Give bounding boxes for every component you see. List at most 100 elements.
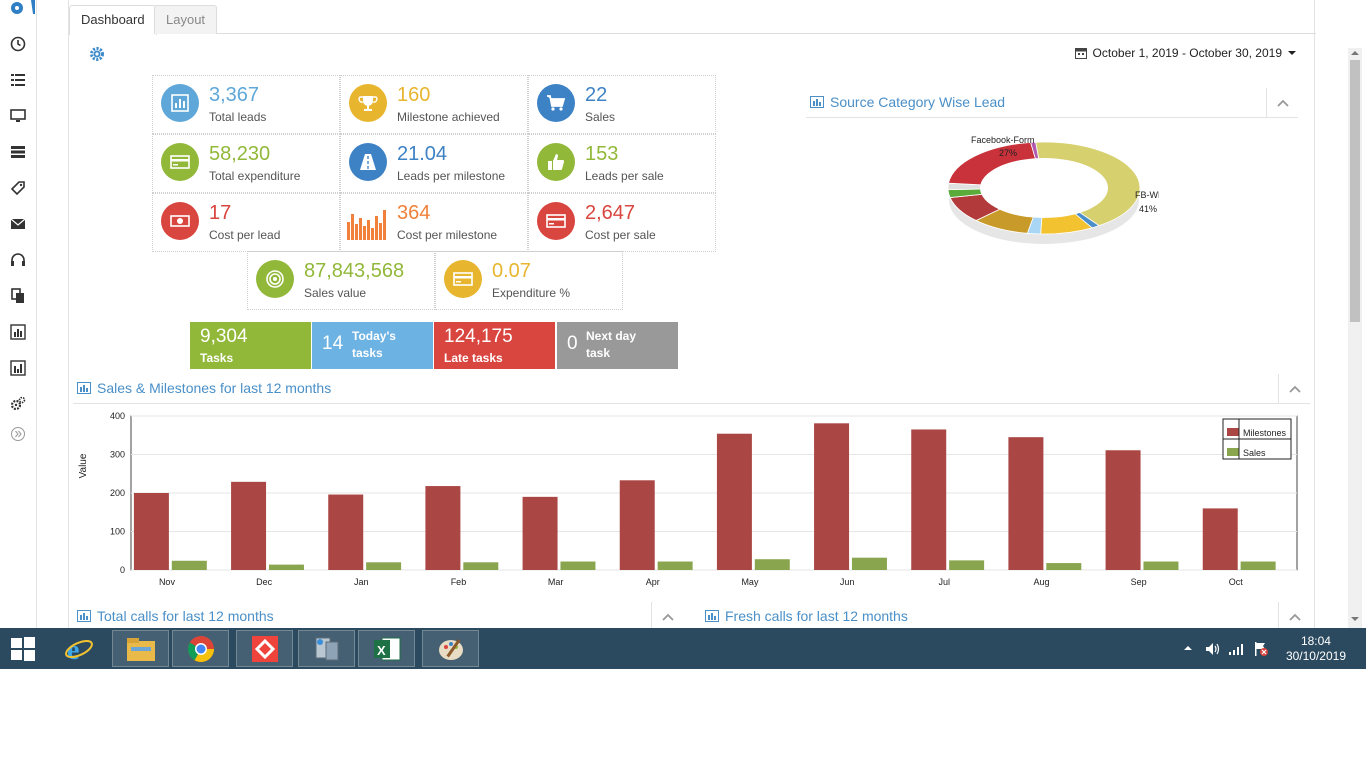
system-clock[interactable]: 18:04 30/10/2019	[1286, 634, 1346, 664]
bar-milestones-jan[interactable]	[328, 494, 364, 570]
scroll-up-icon[interactable]	[1351, 50, 1359, 56]
stat-total-expenditure: 58,230 Total expenditure	[152, 134, 340, 193]
chart-icon	[705, 610, 719, 622]
clock-icon[interactable]	[8, 34, 28, 54]
windows-start-icon[interactable]	[0, 630, 46, 667]
chrome-icon[interactable]	[172, 630, 229, 667]
bar-sales-apr[interactable]	[657, 561, 693, 570]
network-tool-icon[interactable]	[298, 630, 355, 667]
show-hidden-icons-icon[interactable]	[1184, 640, 1192, 654]
action-center-flag-icon[interactable]	[1253, 641, 1269, 660]
stat-label: Sales value	[304, 286, 367, 300]
excel-icon[interactable]: X	[358, 630, 415, 667]
file-explorer-icon[interactable]	[112, 630, 169, 667]
tab-layout[interactable]: Layout	[154, 5, 218, 34]
expand-sidebar-icon[interactable]	[8, 424, 28, 444]
y-tick-label: 300	[110, 450, 125, 460]
bar-milestones-sep[interactable]	[1105, 450, 1141, 570]
tag-icon[interactable]	[8, 178, 28, 198]
card-icon	[537, 202, 575, 240]
documents-icon[interactable]	[8, 286, 28, 306]
date-range-picker[interactable]: October 1, 2019 - October 30, 2019	[1074, 46, 1296, 60]
stat-label: Total expenditure	[209, 169, 301, 183]
late-tasks-count: 124,175	[444, 326, 513, 347]
collapse-sales-milestones-button[interactable]	[1278, 374, 1310, 404]
bar-milestones-oct[interactable]	[1202, 508, 1238, 570]
y-tick-label: 0	[120, 565, 125, 575]
x-tick-label: Dec	[256, 577, 273, 587]
todays-tasks-label: Today's tasks	[352, 329, 396, 360]
collapse-fresh-calls-button[interactable]	[1278, 602, 1310, 632]
analytics-chart-icon[interactable]	[8, 358, 28, 378]
bar-sales-aug[interactable]	[1046, 563, 1082, 570]
bar-sales-jan[interactable]	[366, 562, 402, 570]
list-icon[interactable]	[8, 70, 28, 90]
road-icon	[349, 143, 387, 181]
bar-milestones-may[interactable]	[716, 433, 752, 570]
dashboard-icon[interactable]	[7, 0, 35, 14]
collapse-total-calls-button[interactable]	[651, 602, 683, 632]
monitor-icon[interactable]	[8, 106, 28, 126]
tasks-count: 9,304	[200, 326, 248, 347]
anydesk-icon[interactable]	[236, 630, 293, 667]
bar-sales-may[interactable]	[754, 559, 790, 570]
bar-milestones-nov[interactable]	[133, 493, 169, 570]
tasks-box[interactable]: 9,304 Tasks	[190, 322, 311, 369]
sales-milestones-bar-chart: Nov Dec Jan Feb Mar Apr May Jun Jul Aug Sep Oct 0 10…	[78, 411, 1298, 587]
chart-icon	[77, 610, 91, 622]
internet-explorer-icon[interactable]: e	[50, 630, 107, 667]
scroll-down-icon[interactable]	[1351, 616, 1359, 622]
next-day-task-box[interactable]: 0 Next day task	[557, 322, 678, 369]
bar-sales-oct[interactable]	[1240, 561, 1276, 570]
bar-milestones-dec[interactable]	[231, 481, 267, 570]
network-signal-icon[interactable]	[1229, 643, 1245, 658]
bar-sales-jul[interactable]	[949, 560, 985, 570]
next-day-task-count: 0	[567, 333, 578, 354]
bar-milestones-jun[interactable]	[814, 423, 850, 570]
chevron-up-icon	[1288, 385, 1301, 393]
scrollbar-thumb[interactable]	[1350, 60, 1360, 322]
x-tick-label: Jan	[354, 577, 369, 587]
stat-value: 21.04	[397, 143, 448, 165]
late-tasks-box[interactable]: 124,175 Late tasks	[434, 322, 555, 369]
todays-tasks-box[interactable]: 14 Today's tasks	[312, 322, 433, 369]
x-tick-label: Apr	[646, 577, 660, 587]
paint-icon[interactable]	[422, 630, 479, 667]
stat-label: Total leads	[209, 110, 267, 124]
stat-label: Cost per milestone	[397, 228, 498, 242]
bar-milestones-mar[interactable]	[522, 496, 558, 570]
x-tick-label: Nov	[159, 577, 176, 587]
tab-dashboard[interactable]: Dashboard	[69, 5, 157, 35]
volume-icon[interactable]	[1205, 642, 1221, 659]
table-icon[interactable]	[8, 142, 28, 162]
chevron-up-icon	[661, 613, 674, 621]
bar-milestones-feb[interactable]	[425, 486, 461, 570]
bar-sales-sep[interactable]	[1143, 561, 1179, 570]
legend-milestones: Milestones	[1243, 428, 1287, 438]
stat-cost-per-sale: 2,647 Cost per sale	[528, 193, 716, 252]
svg-text:X: X	[377, 643, 386, 658]
bar-sales-nov[interactable]	[171, 560, 207, 570]
bar-milestones-aug[interactable]	[1008, 437, 1044, 570]
chart-legend: Milestones Sales	[1222, 418, 1292, 460]
bar-milestones-apr[interactable]	[619, 480, 655, 570]
settings-gear-icon[interactable]	[89, 46, 105, 62]
x-tick-label: Oct	[1229, 577, 1244, 587]
bar-sales-dec[interactable]	[268, 564, 304, 570]
settings-gears-icon[interactable]	[8, 394, 28, 414]
sidebar	[0, 0, 37, 628]
chart-icon	[810, 96, 824, 108]
bar-sales-mar[interactable]	[560, 561, 596, 570]
x-tick-label: Jun	[840, 577, 855, 587]
bar-sales-jun[interactable]	[851, 557, 887, 570]
collapse-source-category-button[interactable]	[1266, 88, 1298, 118]
x-tick-label: Aug	[1033, 577, 1049, 587]
mail-icon[interactable]	[8, 214, 28, 234]
headset-icon[interactable]	[8, 250, 28, 270]
bar-milestones-jul[interactable]	[911, 429, 947, 570]
page-scrollbar[interactable]	[1348, 48, 1362, 628]
report-chart-icon[interactable]	[8, 322, 28, 342]
stat-label: Leads per milestone	[397, 169, 506, 183]
bar-sales-feb[interactable]	[463, 562, 499, 570]
